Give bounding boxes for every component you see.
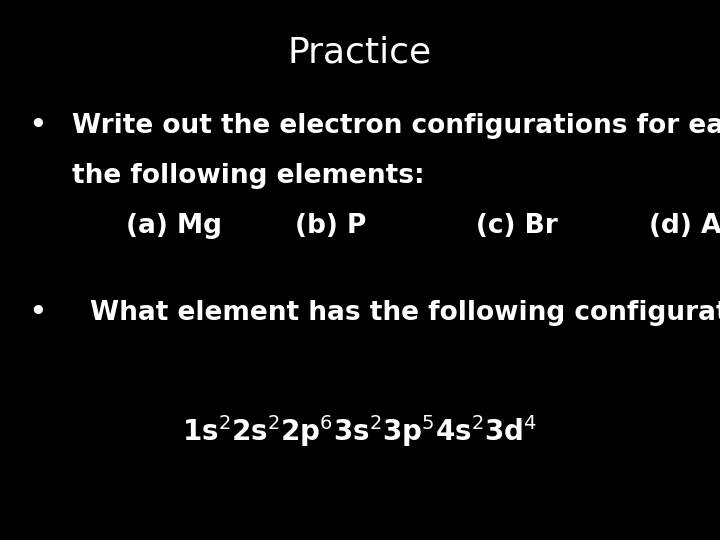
Text: Write out the electron configurations for each of: Write out the electron configurations fo…: [72, 113, 720, 139]
Text: (a) Mg        (b) P            (c) Br          (d) Al: (a) Mg (b) P (c) Br (d) Al: [126, 213, 720, 239]
Text: the following elements:: the following elements:: [72, 163, 425, 189]
Text: •: •: [29, 300, 45, 326]
Text: What element has the following configuration:: What element has the following configura…: [90, 300, 720, 326]
Text: •: •: [29, 113, 45, 139]
Text: Practice: Practice: [288, 35, 432, 69]
Text: 1s$^2$2s$^2$2p$^6$3s$^2$3p$^5$4s$^2$3d$^4$: 1s$^2$2s$^2$2p$^6$3s$^2$3p$^5$4s$^2$3d$^…: [182, 413, 538, 449]
